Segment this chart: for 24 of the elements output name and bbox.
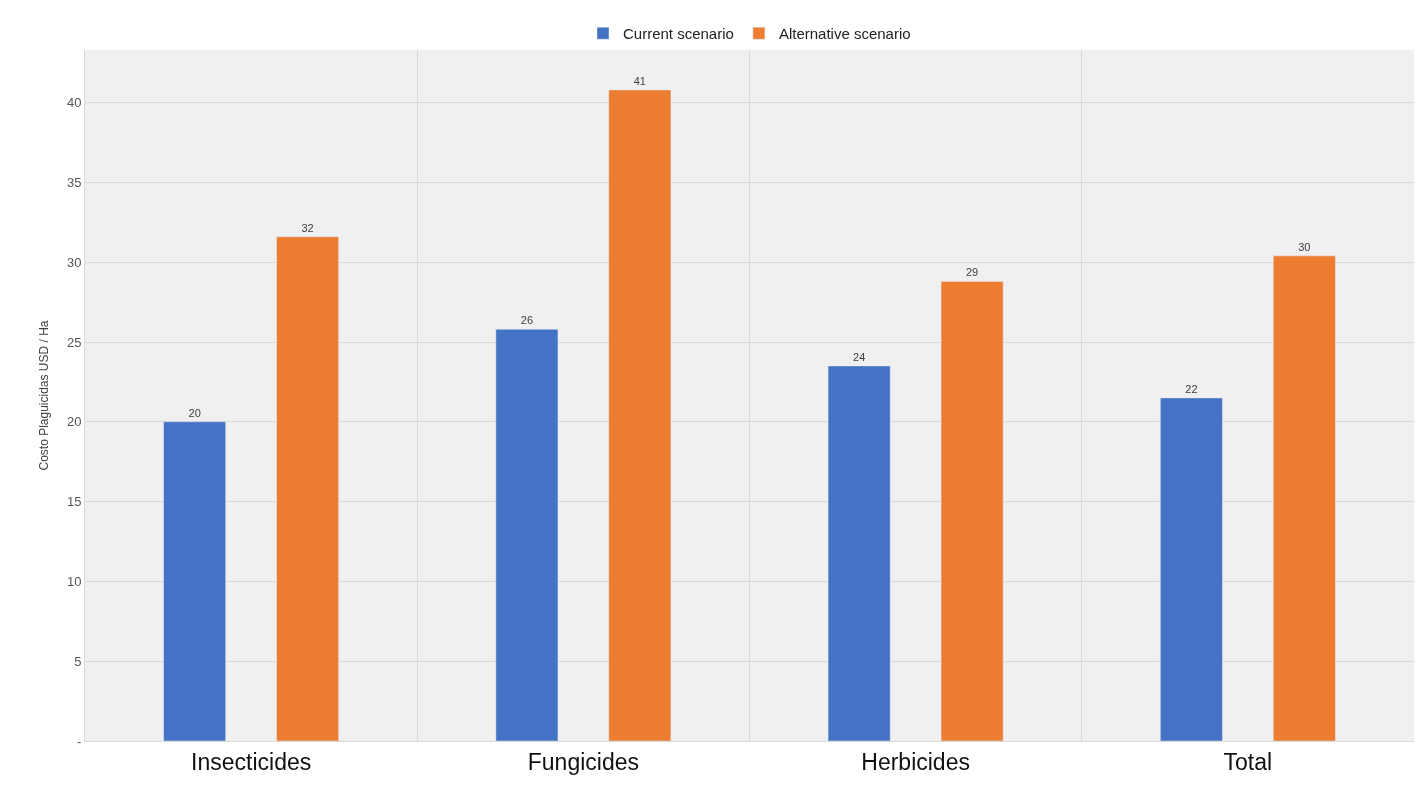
x-tick-label: Total [1223,748,1273,775]
data-label: 26 [520,314,534,327]
data-label: 30 [1298,240,1311,253]
x-tick-label: Herbicides [861,748,970,775]
y-tick-label: 15 [66,494,82,510]
legend-label: Current scenario [623,25,734,43]
x-tick-label: Fungicides [527,748,639,775]
y-axis-title: Costo Plaguicidas USD / Ha [37,320,52,471]
y-tick-label: 30 [66,254,82,270]
data-label: 24 [853,350,866,363]
y-tick-label: 10 [66,573,82,589]
data-label: 29 [965,266,979,279]
y-tick-label: 35 [66,175,82,190]
y-tick-label: - [77,733,82,749]
y-tick-label: 25 [66,334,82,350]
legend-label: Alternative scenario [778,25,911,43]
y-tick-label: 40 [66,95,82,111]
y-tick-label: 20 [66,414,82,430]
data-label: 20 [188,406,201,419]
y-tick-label: 5 [74,653,82,669]
data-label: 32 [301,221,314,234]
x-tick-label: Insecticides [191,748,312,775]
data-label: 22 [1185,382,1198,395]
data-label: 41 [633,74,646,87]
